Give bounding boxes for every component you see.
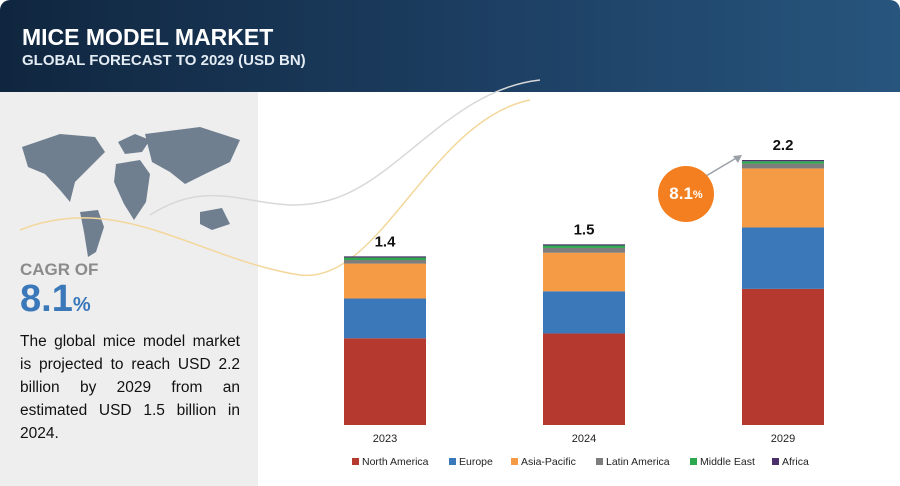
cagr-number: 8.1 [20, 278, 73, 320]
bar-segment [742, 288, 824, 425]
cagr-bubble-label: 8.1% [669, 184, 703, 203]
cagr-unit: % [72, 294, 91, 316]
bar-segment [742, 161, 824, 164]
legend-swatch [772, 458, 779, 465]
side-panel: CAGR OF 8.1% The global mice model marke… [0, 92, 258, 486]
bar-segment [543, 333, 625, 425]
bar-segment [742, 227, 824, 289]
description: The global mice model market is projecte… [20, 333, 240, 442]
total-label: 1.5 [574, 221, 595, 238]
bar-segment [543, 252, 625, 292]
legend-swatch [690, 458, 697, 465]
cagr-value: 8.1% [20, 278, 91, 321]
legend-swatch [511, 458, 518, 465]
chart-subtitle: GLOBAL FORECAST TO 2029 (USD BN) [22, 52, 306, 69]
total-label: 2.2 [773, 137, 794, 154]
x-tick-label: 2024 [572, 433, 596, 445]
bar-segment [543, 245, 625, 248]
bar-segment [344, 338, 426, 425]
legend-swatch [449, 458, 456, 465]
world-map [22, 127, 240, 257]
bar-segment [742, 168, 824, 228]
bar-segment [742, 163, 824, 169]
x-tick-label: 2023 [373, 433, 397, 445]
bar-segment [543, 291, 625, 334]
bar-segment [543, 247, 625, 253]
bar-segment [344, 257, 426, 260]
header: MICE MODEL MARKET GLOBAL FORECAST TO 202… [0, 0, 900, 92]
growth-arrow [705, 156, 739, 177]
bar-segment [344, 256, 426, 258]
legend-swatch [352, 458, 359, 465]
growth-arrow-head [733, 155, 742, 163]
x-tick-label: 2029 [771, 433, 795, 445]
legend-label: Africa [782, 456, 809, 468]
cagr-label: CAGR OF [20, 260, 99, 279]
cagr-bubble [658, 166, 714, 222]
chart-title: MICE MODEL MARKET [22, 24, 274, 50]
legend-label: Middle East [700, 456, 755, 468]
legend-label: Latin America [606, 456, 670, 468]
bar-segment [344, 259, 426, 264]
bar-segment [543, 244, 625, 246]
bar-segment [344, 298, 426, 339]
bar-segment [344, 263, 426, 299]
total-label: 1.4 [375, 233, 397, 250]
legend-label: Europe [459, 456, 493, 468]
decor-curve [19, 99, 531, 276]
legend-label: Asia-Pacific [521, 456, 576, 468]
bar-segment [742, 160, 824, 162]
cagr-bubble-unit: % [693, 189, 703, 201]
cagr-bubble-number: 8.1 [669, 184, 693, 203]
legend-swatch [596, 458, 603, 465]
legend-label: North America [362, 456, 429, 468]
decor-curve [149, 79, 541, 216]
